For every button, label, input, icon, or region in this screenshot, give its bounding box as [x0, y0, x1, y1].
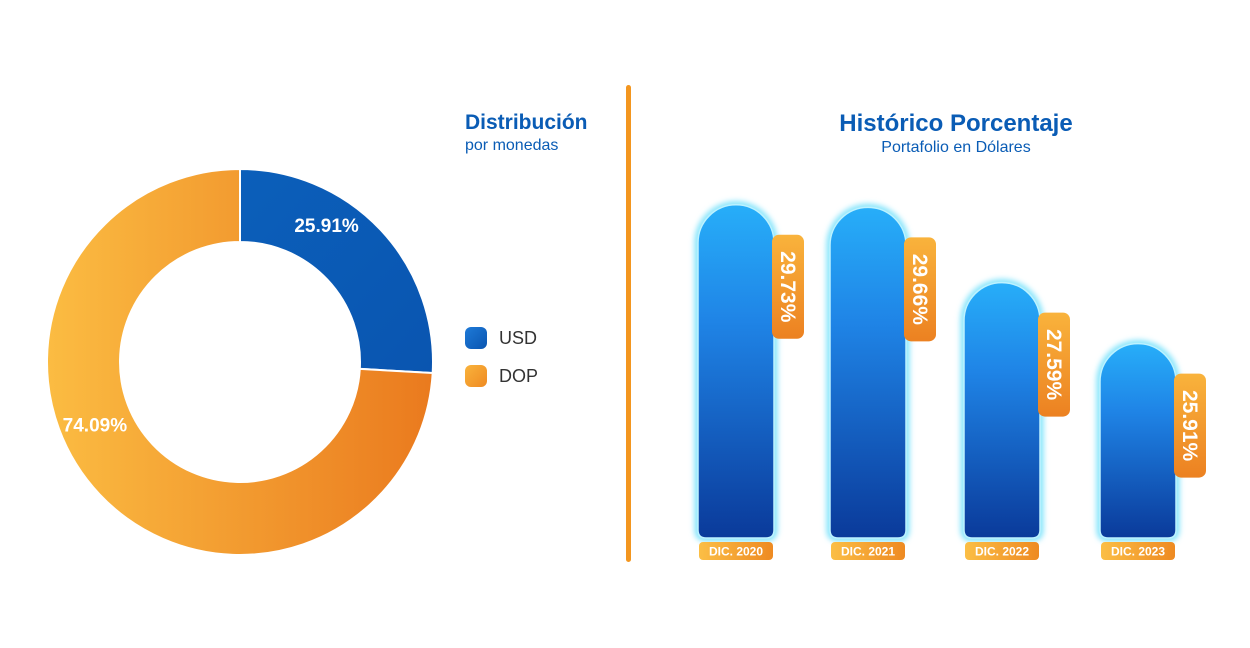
x-tick-label: DIC. 2022	[975, 545, 1029, 559]
donut-slice-dop	[46, 167, 434, 556]
divider	[626, 85, 631, 562]
category-badge	[699, 542, 773, 560]
bar	[697, 204, 775, 539]
value-tag	[1174, 373, 1206, 478]
legend-swatch-usd	[465, 327, 487, 349]
value-tag	[904, 237, 936, 342]
value-tag	[772, 234, 804, 339]
x-tick-label: DIC. 2023	[1111, 545, 1165, 559]
bar-data-label: 29.73%	[776, 251, 799, 323]
bar-chart: 29.73% DIC. 2020 29.66% DIC. 2021 27.59% DIC.…	[640, 180, 1240, 580]
donut-chart: 25.91% 74.09%	[40, 162, 440, 562]
donut-subtitle: por monedas	[465, 137, 559, 154]
bar-data-label: 25.91%	[1178, 390, 1201, 462]
bars-subtitle: Portafolio en Dólares	[881, 139, 1031, 156]
legend-label-dop: DOP	[499, 365, 539, 386]
donut-title-block: Distribución por monedas	[465, 110, 588, 156]
bar-data-label: 29.66%	[908, 254, 931, 326]
donut-data-label: 25.91%	[294, 216, 359, 237]
legend-swatch-dop	[465, 365, 487, 387]
bar	[829, 206, 907, 539]
donut-title: Distribución	[465, 111, 588, 134]
value-tag	[1038, 312, 1070, 417]
bar-chart-svg: 29.73% DIC. 2020 29.66% DIC. 2021 27.59% DIC.…	[694, 201, 1206, 560]
legend-item-usd: USD	[465, 326, 538, 350]
donut-slice-usd	[239, 167, 434, 375]
bar	[1099, 342, 1177, 539]
category-badge	[831, 542, 905, 560]
bars-title: Histórico Porcentaje	[839, 110, 1073, 137]
legend-item-dop: DOP	[465, 364, 538, 388]
bar	[963, 281, 1041, 539]
x-tick-label: DIC. 2021	[841, 545, 895, 559]
legend-label-usd: USD	[499, 327, 538, 348]
x-tick-label: DIC. 2020	[709, 545, 763, 559]
bar-data-label: 27.59%	[1042, 329, 1065, 401]
category-badge	[965, 542, 1039, 560]
bars-title-block: Histórico Porcentaje Portafolio en Dólar…	[800, 110, 1112, 158]
category-badge	[1101, 542, 1175, 560]
donut-legend: USD DOP	[465, 326, 538, 402]
donut-data-label: 74.09%	[63, 416, 128, 437]
donut-chart-svg: 25.91% 74.09%	[46, 167, 434, 556]
